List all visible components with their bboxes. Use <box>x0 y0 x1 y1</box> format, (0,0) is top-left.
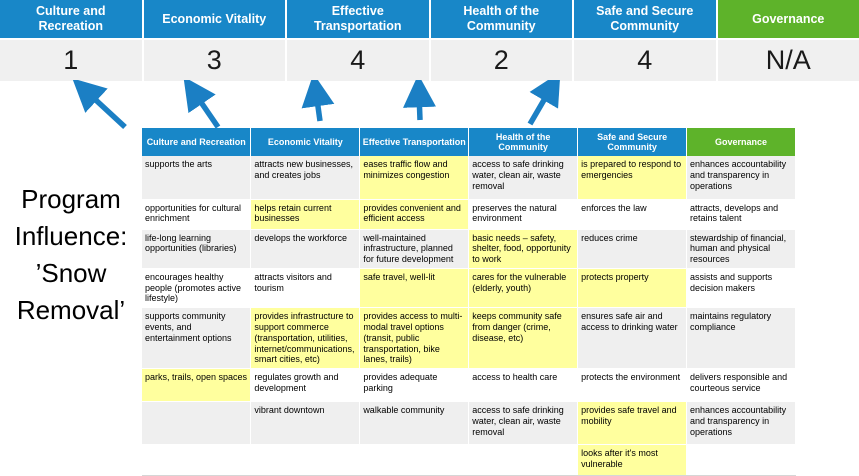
matrix-cell: enhances accountability and transparency… <box>687 156 796 199</box>
arrow-up-icon <box>194 92 218 127</box>
category-header: Governance <box>718 0 859 38</box>
matrix-cell-highlighted: protects property <box>578 268 687 307</box>
matrix-row: life-long learning opportunities (librar… <box>142 229 796 268</box>
arrow-up-icon <box>316 92 320 121</box>
matrix-cell: delivers responsible and courteous servi… <box>687 369 796 402</box>
arrow-up-icon <box>86 91 125 127</box>
matrix-cell <box>469 445 578 476</box>
matrix-cell: attracts visitors and tourism <box>251 268 360 307</box>
matrix-cell: walkable community <box>360 402 469 445</box>
matrix-row: looks after it's most vulnerable <box>142 445 796 476</box>
category-score: 4 <box>574 40 716 81</box>
influence-arrows <box>0 80 859 132</box>
category-header: Economic Vitality <box>144 0 286 38</box>
matrix-cell: reduces crime <box>578 229 687 268</box>
matrix-cell: enforces the law <box>578 199 687 229</box>
matrix-cell: enhances accountability and transparency… <box>687 402 796 445</box>
matrix-cell <box>687 445 796 476</box>
matrix-cell: ensures safe air and access to drinking … <box>578 308 687 369</box>
matrix-cell <box>142 445 251 476</box>
matrix-cell-highlighted: provides convenient and efficient access <box>360 199 469 229</box>
matrix-cell: opportunities for cultural enrichment <box>142 199 251 229</box>
category-header: Effective Transportation <box>287 0 429 38</box>
matrix-column-header: Health of the Community <box>469 128 578 156</box>
matrix-cell: protects the environment <box>578 369 687 402</box>
category-score: 4 <box>287 40 429 81</box>
arrow-up-icon <box>419 93 420 120</box>
matrix-cell-highlighted: eases traffic flow and minimizes congest… <box>360 156 469 199</box>
matrix-column-header: Effective Transportation <box>360 128 469 156</box>
category-score: 3 <box>144 40 286 81</box>
arrow-up-icon <box>530 88 551 124</box>
matrix-cell <box>360 445 469 476</box>
category-score: N/A <box>718 40 859 81</box>
category-header: Safe and Secure Community <box>574 0 716 38</box>
matrix-cell: encourages healthy people (promotes acti… <box>142 268 251 307</box>
category-header: Health of the Community <box>431 0 573 38</box>
matrix-column-header: Safe and Secure Community <box>578 128 687 156</box>
matrix-cell-highlighted: cares for the vulnerable (elderly, youth… <box>469 268 578 307</box>
matrix-cell <box>251 445 360 476</box>
matrix-cell-highlighted: basic needs – safety, shelter, food, opp… <box>469 229 578 268</box>
matrix-cell-highlighted: safe travel, well-lit <box>360 268 469 307</box>
matrix-column-header: Culture and Recreation <box>142 128 251 156</box>
matrix-cell: stewardship of financial, human and phys… <box>687 229 796 268</box>
matrix-cell: access to health care <box>469 369 578 402</box>
matrix-cell: develops the workforce <box>251 229 360 268</box>
matrix-cell-highlighted: provides infrastructure to support comme… <box>251 308 360 369</box>
matrix-cell: preserves the natural environment <box>469 199 578 229</box>
matrix-cell-highlighted: keeps community safe from danger (crime,… <box>469 308 578 369</box>
category-score: 1 <box>0 40 142 81</box>
matrix-cell: maintains regulatory compliance <box>687 308 796 369</box>
matrix-cell <box>142 402 251 445</box>
program-title: Program Influence: ’Snow Removal’ <box>0 181 142 329</box>
matrix-cell: access to safe drinking water, clean air… <box>469 402 578 445</box>
matrix-row: supports community events, and entertain… <box>142 308 796 369</box>
matrix-cell: attracts, develops and retains talent <box>687 199 796 229</box>
matrix-cell-highlighted: looks after it's most vulnerable <box>578 445 687 476</box>
matrix-cell: regulates growth and development <box>251 369 360 402</box>
matrix-cell: life-long learning opportunities (librar… <box>142 229 251 268</box>
matrix-cell-highlighted: provides access to multi-modal travel op… <box>360 308 469 369</box>
matrix-cell-highlighted: parks, trails, open spaces <box>142 369 251 402</box>
matrix-cell: supports the arts <box>142 156 251 199</box>
matrix-cell: vibrant downtown <box>251 402 360 445</box>
matrix-cell: access to safe drinking water, clean air… <box>469 156 578 199</box>
matrix-row: encourages healthy people (promotes acti… <box>142 268 796 307</box>
matrix-cell: attracts new businesses, and creates job… <box>251 156 360 199</box>
matrix-cell: supports community events, and entertain… <box>142 308 251 369</box>
matrix-cell: assists and supports decision makers <box>687 268 796 307</box>
matrix-column-header: Governance <box>687 128 796 156</box>
matrix-cell: provides adequate parking <box>360 369 469 402</box>
category-score: 2 <box>431 40 573 81</box>
matrix-cell: well-maintained infrastructure, planned … <box>360 229 469 268</box>
matrix-column-header: Economic Vitality <box>251 128 360 156</box>
matrix-cell-highlighted: helps retain current businesses <box>251 199 360 229</box>
matrix-cell-highlighted: is prepared to respond to emergencies <box>578 156 687 199</box>
matrix-cell-highlighted: provides safe travel and mobility <box>578 402 687 445</box>
category-header: Culture and Recreation <box>0 0 142 38</box>
